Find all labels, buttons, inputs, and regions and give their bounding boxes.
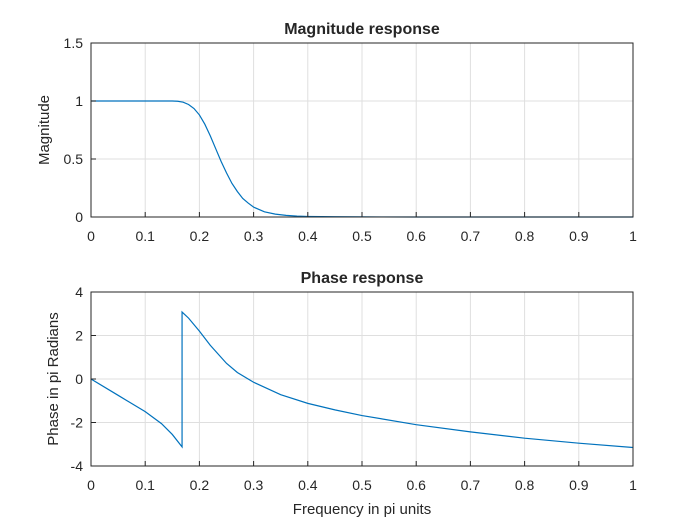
- phase-ytick-label: -4: [71, 458, 84, 474]
- magnitude-xtick-label: 1: [629, 228, 637, 244]
- phase-ylabel: Phase in pi Radians: [45, 312, 62, 445]
- phase-xtick-label: 0.6: [406, 477, 426, 493]
- magnitude-xtick-label: 0.7: [461, 228, 481, 244]
- phase-xtick-label: 0.1: [135, 477, 155, 493]
- magnitude-ytick-label: 1.5: [64, 35, 84, 51]
- phase-xtick-label: 1: [629, 477, 637, 493]
- phase-xlabel: Frequency in pi units: [293, 501, 431, 518]
- phase-xtick-label: 0.5: [352, 477, 372, 493]
- magnitude-xtick-label: 0.2: [190, 228, 210, 244]
- phase-curve: [90, 310, 634, 449]
- phase-ytick-label: 2: [75, 328, 83, 344]
- phase-xtick-label: 0.7: [461, 477, 481, 493]
- phase-xtick-label: 0.3: [244, 477, 264, 493]
- magnitude-xtick-label: 0.3: [244, 228, 264, 244]
- magnitude-plot: 0 0.1 0.2 0.3 0.4 0.5 0.6 0.7 0.8 0.9 1 0 0.5 1 1.5 Ma…: [36, 21, 637, 244]
- phase-ytick-label: -2: [71, 415, 84, 431]
- magnitude-xtick-label: 0.8: [515, 228, 535, 244]
- magnitude-xtick-label: 0.4: [298, 228, 318, 244]
- magnitude-ylabel: Magnitude: [36, 95, 53, 165]
- phase-title: Phase response: [301, 270, 424, 287]
- magnitude-xtick-label: 0.5: [352, 228, 372, 244]
- magnitude-xtick-label: 0.6: [406, 228, 426, 244]
- magnitude-title: Magnitude response: [284, 21, 440, 38]
- phase-plot: 0 0.1 0.2 0.3 0.4 0.5 0.6 0.7 0.8 0.9 1 -4 -2 0 2 4 Pha…: [45, 270, 637, 518]
- phase-xtick-label: 0.9: [569, 477, 589, 493]
- magnitude-ytick-label: 0: [75, 209, 83, 225]
- magnitude-xtick-label: 0.1: [135, 228, 155, 244]
- magnitude-xtick-label: 0: [87, 228, 95, 244]
- magnitude-xtick-label: 0.9: [569, 228, 589, 244]
- phase-xtick-label: 0.4: [298, 477, 318, 493]
- magnitude-ytick-label: 0.5: [64, 151, 84, 167]
- phase-xtick-label: 0: [87, 477, 95, 493]
- phase-xtick-label: 0.2: [190, 477, 210, 493]
- magnitude-ytick-label: 1: [75, 93, 83, 109]
- phase-xtick-label: 0.8: [515, 477, 535, 493]
- phase-ytick-label: 0: [75, 371, 83, 387]
- phase-ytick-label: 4: [75, 284, 83, 300]
